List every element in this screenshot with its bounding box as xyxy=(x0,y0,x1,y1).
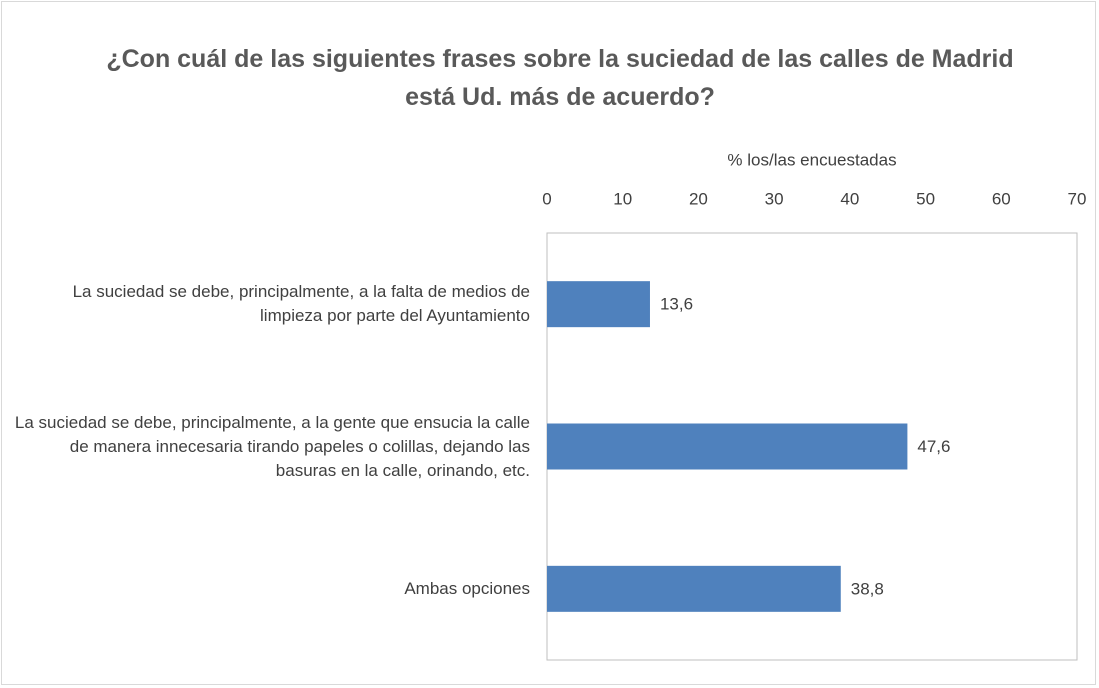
x-tick-label: 70 xyxy=(1068,189,1087,208)
x-tick-label: 10 xyxy=(613,189,632,208)
x-tick-label: 40 xyxy=(840,189,859,208)
x-tick-label: 0 xyxy=(542,189,551,208)
chart-title: ¿Con cuál de las siguientes frases sobre… xyxy=(106,45,1014,111)
x-tick-label: 50 xyxy=(916,189,935,208)
data-label: 13,6 xyxy=(660,295,693,314)
x-tick-label: 20 xyxy=(689,189,708,208)
data-label: 38,8 xyxy=(851,579,884,598)
bar xyxy=(547,281,650,328)
category-label: La suciedad se debe, principalmente, a l… xyxy=(14,412,530,480)
x-tick-label: 30 xyxy=(765,189,784,208)
bar xyxy=(547,423,908,470)
data-label: 47,6 xyxy=(917,437,950,456)
x-tick-label: 60 xyxy=(992,189,1011,208)
bar xyxy=(547,565,841,612)
category-label: La suciedad se debe, principalmente, a l… xyxy=(72,282,530,326)
category-label: Ambas opciones xyxy=(404,578,530,598)
axis-title: % los/las encuestadas xyxy=(727,150,896,169)
